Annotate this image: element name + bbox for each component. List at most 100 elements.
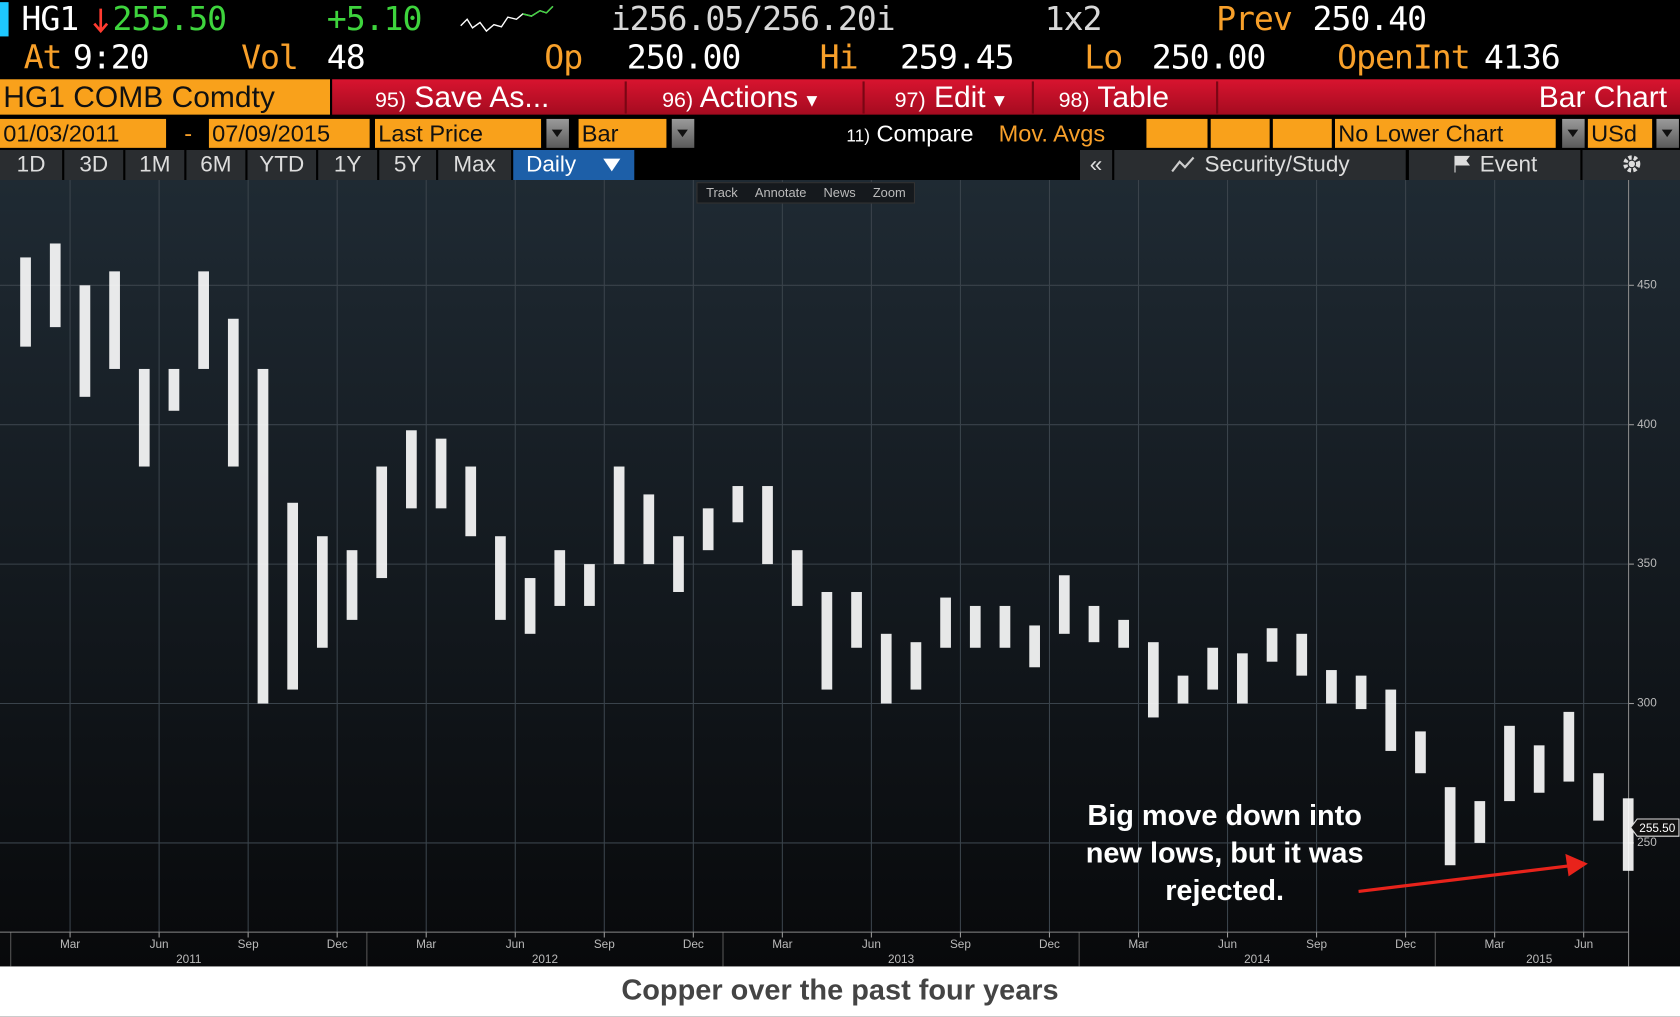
last-price-label: 255.50	[1639, 822, 1675, 835]
ticker: HG1	[21, 0, 79, 39]
dropdown[interactable]	[671, 118, 695, 148]
price-bar	[821, 591, 833, 690]
price-bar	[613, 466, 625, 565]
x-tick-label: Mar	[1485, 938, 1505, 951]
price-bar	[1504, 725, 1515, 802]
price-bar	[1474, 801, 1486, 843]
x-tick-label: Jun	[1218, 938, 1237, 951]
period-button[interactable]: Max	[438, 150, 512, 181]
price-bar	[406, 430, 417, 509]
field[interactable]: Last Price	[375, 118, 542, 148]
end-date[interactable]: 07/09/2015	[208, 118, 370, 148]
price-bar	[49, 243, 61, 328]
flag-icon	[1454, 155, 1471, 173]
mov-avgs[interactable]: Mov. Avgs	[998, 120, 1106, 147]
price-bar	[554, 550, 566, 606]
period-button[interactable]: 1M	[125, 150, 185, 181]
year-label: 2014	[1244, 953, 1271, 966]
period-button[interactable]: 1D	[0, 150, 63, 181]
dropdown[interactable]	[546, 118, 569, 148]
price-bar	[999, 605, 1011, 648]
toolbar-button[interactable]: 95) Save As...	[375, 79, 549, 114]
price-bar	[643, 494, 655, 565]
button-num: 97)	[894, 88, 926, 113]
bid-ask: i256.05/256.20i	[610, 0, 896, 39]
period-button[interactable]: 5Y	[379, 150, 437, 181]
price-bar	[1058, 575, 1070, 634]
price-bar	[1029, 625, 1040, 668]
y-tick-label: 400	[1637, 418, 1657, 431]
period-button[interactable]: 6M	[186, 150, 246, 181]
compare[interactable]: 11) Compare	[846, 119, 973, 152]
toolbar-button[interactable]: 97) Edit ▾	[894, 80, 1005, 114]
divider	[1216, 81, 1219, 114]
button-label: Save As...	[414, 80, 550, 114]
dropdown[interactable]	[1656, 118, 1679, 148]
price-bar	[316, 536, 328, 648]
oi: 4136	[1483, 38, 1561, 78]
price-bar	[1385, 689, 1397, 751]
period-button[interactable]: 3D	[64, 150, 124, 181]
lower-chart[interactable]: No Lower Chart	[1335, 118, 1556, 148]
security[interactable]: HG1 COMB Comdty	[0, 79, 331, 115]
price-bar	[495, 536, 506, 620]
tool[interactable]: Annotate	[754, 185, 807, 201]
annotation: new lows, but it was	[1086, 838, 1364, 870]
event[interactable]: Event	[1408, 150, 1581, 181]
nav-button[interactable]: «	[1080, 150, 1113, 181]
price-bar	[20, 257, 31, 347]
net-change: +5.10	[326, 0, 423, 39]
price-bar	[762, 486, 773, 565]
vol: 48	[326, 38, 366, 78]
price-bar	[287, 502, 299, 690]
toolbar-button[interactable]: 98) Table	[1059, 79, 1169, 114]
x-tick-label: Jun	[862, 938, 881, 951]
prev: 250.40	[1312, 0, 1428, 39]
y-tick-label: 250	[1637, 836, 1657, 849]
date-dash: -	[184, 120, 193, 147]
security-study[interactable]: Security/Study	[1114, 150, 1406, 181]
compare-num: 11)	[846, 127, 870, 146]
price-bar	[1593, 773, 1604, 821]
price-bar	[227, 318, 239, 467]
price-bar	[1207, 647, 1219, 690]
price-bar	[1147, 642, 1159, 718]
chart-style[interactable]: Bar	[578, 118, 667, 148]
input-box[interactable]	[1146, 118, 1208, 148]
toolbar-button[interactable]: 96) Actions ▾	[662, 80, 818, 114]
period-button[interactable]: 1Y	[318, 150, 378, 181]
input-box[interactable]	[1272, 118, 1332, 148]
settings[interactable]	[1582, 150, 1680, 181]
sparkline	[460, 5, 554, 33]
tool[interactable]: Track	[706, 185, 738, 201]
price-bar	[1177, 675, 1189, 704]
tool[interactable]: News	[823, 185, 856, 201]
annotation: Big move down into	[1087, 800, 1362, 832]
price-bar	[346, 550, 358, 620]
size: 1x2	[1044, 0, 1103, 39]
x-tick-label: Sep	[594, 938, 615, 951]
start-date[interactable]: 01/03/2011	[0, 118, 167, 148]
year-label: 2012	[532, 953, 558, 966]
button-label: Table	[1097, 80, 1170, 114]
at-label: At	[23, 38, 63, 78]
period-button[interactable]: YTD	[247, 150, 317, 181]
price-bar	[257, 368, 269, 704]
year-label: 2011	[176, 953, 201, 966]
price-bar	[376, 466, 388, 579]
input-box[interactable]	[1210, 118, 1270, 148]
price-bar	[1118, 619, 1130, 648]
price-bar	[435, 438, 447, 509]
tool[interactable]: Zoom	[872, 185, 906, 201]
down-arrow	[93, 8, 109, 34]
chart: 250 300 350 400 450 Mar Jun Sep Dec Mar Jun Sep Dec M…	[0, 180, 1680, 967]
price-bar	[910, 642, 922, 690]
currency[interactable]: USd	[1587, 118, 1653, 148]
dropdown[interactable]	[1562, 118, 1585, 148]
caption: Copper over the past four years	[0, 966, 1680, 1017]
x-tick-label: Mar	[416, 938, 436, 951]
price-bar	[1444, 787, 1456, 866]
open: 250.00	[626, 38, 742, 78]
divider	[624, 81, 627, 114]
